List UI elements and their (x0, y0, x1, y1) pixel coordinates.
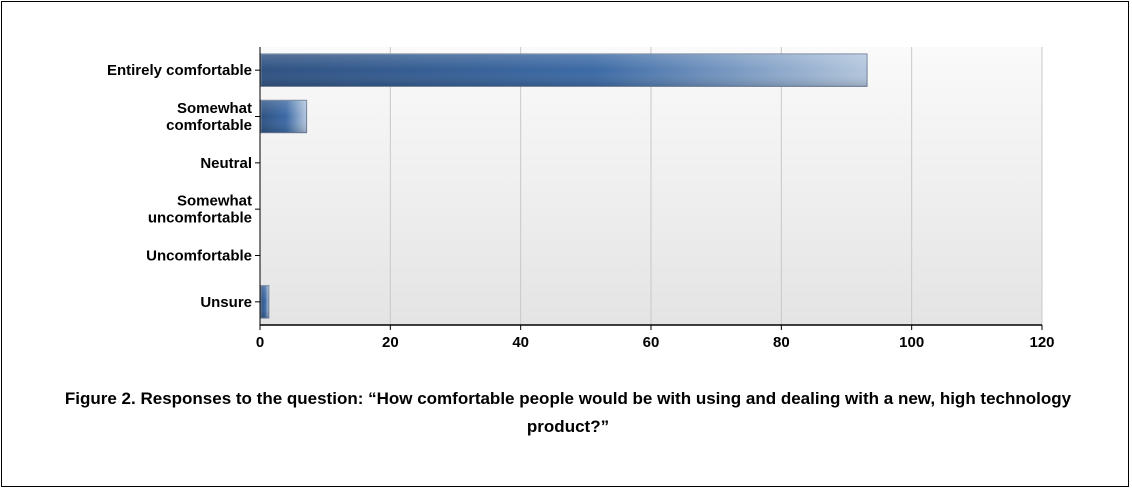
x-tick-label: 60 (643, 334, 660, 351)
category-label: Unsure (200, 294, 252, 311)
category-label: comfortable (166, 117, 252, 134)
category-label: uncomfortable (148, 210, 252, 227)
x-tick-label: 40 (512, 334, 529, 351)
category-label: Somewhat (177, 100, 252, 117)
bar (260, 99, 308, 134)
x-tick-label: 120 (1029, 334, 1054, 351)
x-tick-label: 80 (773, 334, 790, 351)
x-tick-label: 100 (899, 334, 924, 351)
category-label: Neutral (200, 155, 252, 172)
bar-chart: Entirely comfortableSomewhatcomfortableN… (107, 47, 1055, 351)
x-tick-labels: 0 20 40 60 80 100 120 (256, 334, 1055, 351)
x-tick-label: 20 (382, 334, 399, 351)
category-label: Entirely comfortable (107, 62, 252, 79)
bar (260, 285, 270, 319)
category-label: Somewhat (177, 193, 252, 210)
x-tick-label: 0 (256, 334, 264, 351)
axes (255, 47, 1043, 330)
bar (260, 53, 868, 87)
category-label: Uncomfortable (146, 248, 252, 265)
gridlines (389, 47, 1043, 325)
category-labels: Entirely comfortableSomewhatcomfortableN… (107, 62, 252, 311)
bars (260, 53, 868, 319)
figure-caption: Figure 2. Responses to the question: “Ho… (64, 389, 1072, 436)
